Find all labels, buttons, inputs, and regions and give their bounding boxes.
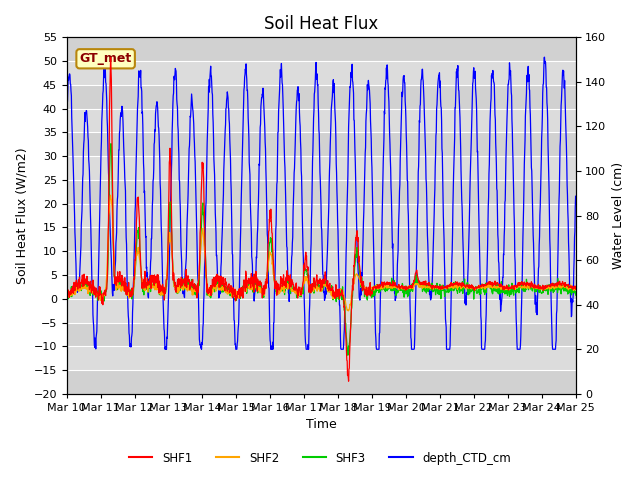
SHF2 [164,253,172,259]
Y-axis label: Soil Heat Flux (W/m2): Soil Heat Flux (W/m2) [15,147,28,284]
Title: Soil Heat Flux: Soil Heat Flux [264,15,378,33]
SHF3 [572,292,579,298]
SHF3 [177,281,184,287]
Line: depth_CTD_cm: depth_CTD_cm [67,57,575,349]
Bar [67,275,575,299]
Legend: SHF1, SHF2, SHF3, depth_CTD_cm: SHF1, SHF2, SHF3, depth_CTD_cm [124,447,516,469]
depth_CTD_cm [467,162,474,168]
SHF1 [107,55,115,60]
SHF2 [467,285,475,290]
Bar [67,37,575,61]
SHF3 [467,289,475,295]
SHF2 [63,297,70,302]
Bar [67,370,575,394]
Bar [67,180,575,204]
depth_CTD_cm [400,72,408,78]
SHF1 [234,291,241,297]
depth_CTD_cm [161,347,169,352]
SHF3 [63,297,70,302]
SHF1 [401,285,408,291]
SHF3 [234,290,241,296]
X-axis label: Time: Time [306,419,337,432]
depth_CTD_cm [164,316,172,322]
SHF3 [164,258,172,264]
SHF1 [177,280,184,286]
SHF3 [512,290,520,296]
SHF1 [467,283,475,288]
Line: SHF2: SHF2 [67,195,575,311]
depth_CTD_cm [234,341,241,347]
depth_CTD_cm [177,205,184,211]
Line: SHF3: SHF3 [67,144,575,355]
SHF3 [107,141,115,146]
depth_CTD_cm [541,54,548,60]
Bar [67,323,575,346]
SHF1 [512,284,520,289]
SHF3 [401,286,408,292]
SHF2 [344,308,352,314]
Bar [67,132,575,156]
SHF2 [234,293,241,299]
SHF1 [345,378,353,384]
Bar [67,85,575,108]
depth_CTD_cm [63,112,70,118]
depth_CTD_cm [511,284,519,290]
SHF1 [164,245,172,251]
Bar [67,228,575,251]
Line: SHF1: SHF1 [67,58,575,381]
SHF1 [572,286,579,292]
SHF2 [512,286,520,291]
SHF2 [401,286,408,292]
SHF2 [177,280,184,286]
Text: GT_met: GT_met [79,52,132,65]
SHF1 [63,298,70,303]
Y-axis label: Water Level (cm): Water Level (cm) [612,162,625,269]
depth_CTD_cm [572,193,579,199]
SHF2 [107,192,115,198]
SHF3 [344,352,352,358]
SHF2 [572,287,579,292]
